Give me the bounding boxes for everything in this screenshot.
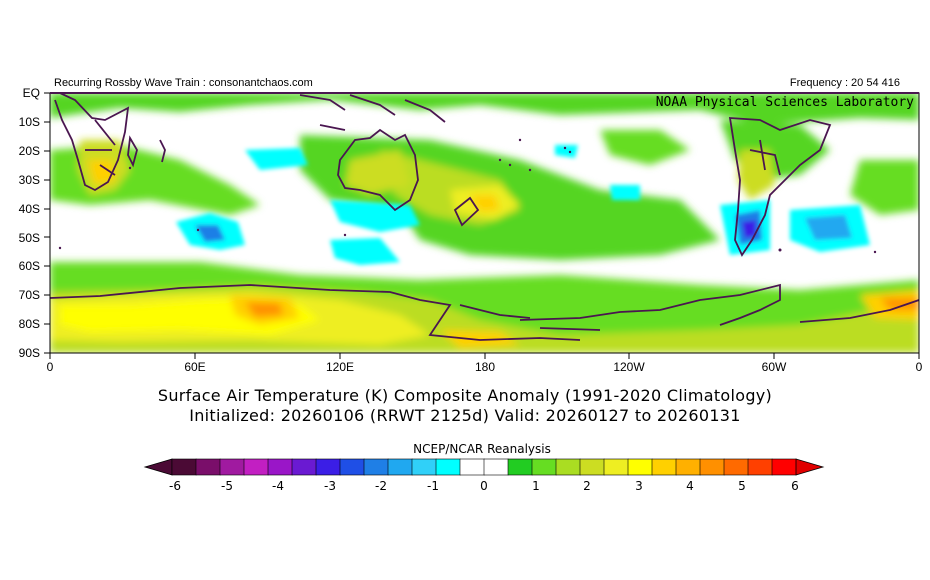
colorbar-bin xyxy=(627,458,653,476)
colorbar-bin xyxy=(747,458,773,476)
lat-label: 40S xyxy=(18,202,40,216)
colorbar-label: -2 xyxy=(375,479,387,493)
lat-label: 20S xyxy=(18,144,40,158)
source-label: NCEP/NCAR Reanalysis xyxy=(413,442,551,456)
colorbar-bin xyxy=(363,458,389,476)
colorbar-bin xyxy=(579,458,605,476)
colorbar-bin xyxy=(219,458,245,476)
lat-label: 30S xyxy=(18,173,40,187)
colorbar-label: -6 xyxy=(169,479,181,493)
lat-label: 50S xyxy=(18,231,40,245)
map-title-line2: Initialized: 20260106 (RRWT 2125d) Valid… xyxy=(189,406,741,425)
lon-label: 60W xyxy=(761,360,787,374)
lon-label: 180 xyxy=(474,360,496,374)
lat-label: 90S xyxy=(18,346,40,360)
coastlines xyxy=(50,93,919,341)
colorbar-bin xyxy=(675,458,701,476)
colorbar-right-arrow xyxy=(795,458,825,476)
colorbar-label: -4 xyxy=(272,479,284,493)
colorbar-bin xyxy=(243,458,269,476)
colorbar-label: 5 xyxy=(738,479,746,493)
colorbar-bin xyxy=(507,458,533,476)
lon-label: 120W xyxy=(613,360,645,374)
colorbar-bin xyxy=(291,458,317,476)
colorbar-bin xyxy=(555,458,581,476)
colorbar-label: -5 xyxy=(221,479,233,493)
anomaly-field xyxy=(50,93,919,353)
colorbar-bin xyxy=(411,458,437,476)
colorbar xyxy=(143,458,825,476)
colorbar-label: 4 xyxy=(686,479,694,493)
colorbar-bin xyxy=(435,458,461,476)
colorbar-bin xyxy=(387,458,413,476)
lat-label: EQ xyxy=(22,86,40,100)
lon-label: 0 xyxy=(46,360,54,374)
colorbar-label: 6 xyxy=(791,479,799,493)
colorbar-label: 2 xyxy=(583,479,591,493)
colorbar-label: 0 xyxy=(480,479,488,493)
islands xyxy=(58,138,877,254)
colorbar-bins xyxy=(171,458,797,476)
colorbar-label: -1 xyxy=(427,479,439,493)
colorbar-label: 1 xyxy=(532,479,540,493)
colorbar-bin xyxy=(651,458,677,476)
lat-label: 10S xyxy=(18,115,40,129)
lat-label: 60S xyxy=(18,259,40,273)
colorbar-bin xyxy=(699,458,725,476)
lon-label: 120E xyxy=(325,360,355,374)
colorbar-left-arrow xyxy=(143,458,173,476)
header-left: Recurring Rossby Wave Train : consonantc… xyxy=(54,77,313,89)
colorbar-bin xyxy=(459,458,485,476)
lat-label: 80S xyxy=(18,317,40,331)
lon-label: 0 xyxy=(915,360,923,374)
colorbar-label: -3 xyxy=(324,479,336,493)
colorbar-bin xyxy=(771,458,797,476)
colorbar-bin xyxy=(195,458,221,476)
map-title-line1: Surface Air Temperature (K) Composite An… xyxy=(157,386,773,405)
colorbar-bin xyxy=(723,458,749,476)
colorbar-bin xyxy=(171,458,197,476)
colorbar-bin xyxy=(267,458,293,476)
colorbar-bin xyxy=(315,458,341,476)
colorbar-bin xyxy=(603,458,629,476)
header-right: Frequency : 20 54 416 xyxy=(789,77,900,89)
lon-label: 60E xyxy=(184,360,206,374)
colorbar-bin xyxy=(483,458,509,476)
axis-ticks xyxy=(44,92,920,359)
colorbar-label: 3 xyxy=(635,479,643,493)
lat-label: 70S xyxy=(18,288,40,302)
colorbar-bin xyxy=(339,458,365,476)
org-label: NOAA Physical Sciences Laboratory xyxy=(655,95,914,110)
colorbar-bin xyxy=(531,458,557,476)
